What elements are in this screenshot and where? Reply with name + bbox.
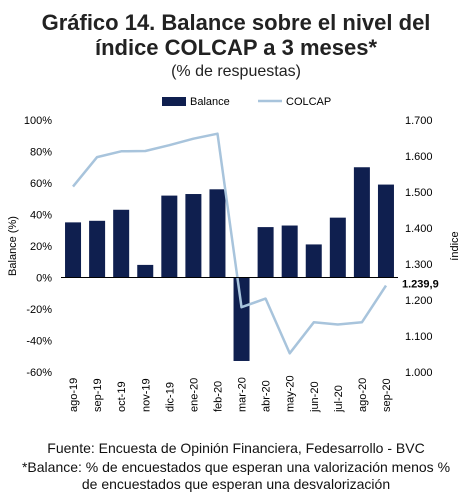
x-tick-label: may-20 bbox=[285, 375, 297, 412]
balance-definition-line-2: de encuestados que esperan una desvalori… bbox=[81, 476, 391, 492]
y-tick-label: 100% bbox=[24, 115, 52, 127]
y2-tick-label: 1.100 bbox=[405, 331, 433, 343]
x-tick-label: mar-20 bbox=[237, 377, 249, 412]
legend-label-colcap: COLCAP bbox=[286, 96, 331, 108]
x-tick-label: sep-20 bbox=[381, 378, 393, 412]
x-tick-label: ene-20 bbox=[188, 378, 200, 412]
y-tick-label: 0% bbox=[36, 273, 52, 285]
x-tick-label: feb-20 bbox=[212, 381, 224, 412]
bar-balance bbox=[353, 167, 370, 278]
y2-axis-title: índice bbox=[449, 231, 461, 260]
y-tick-label: 80% bbox=[30, 147, 52, 159]
bar-balance bbox=[305, 244, 322, 278]
y-axis-title: Balance (%) bbox=[7, 216, 19, 276]
bar-balance bbox=[329, 217, 346, 278]
x-tick-label: ago-20 bbox=[357, 378, 369, 412]
y2-tick-label: 1.300 bbox=[405, 259, 433, 271]
chart-title-line-1: Gráfico 14. Balance sobre el nivel del bbox=[41, 10, 431, 35]
y-tick-label: 40% bbox=[30, 210, 52, 222]
x-tick-label: ago-19 bbox=[68, 378, 80, 412]
bar-balance bbox=[113, 209, 130, 278]
x-tick-label: sep-19 bbox=[92, 378, 104, 412]
y2-tick-label: 1.400 bbox=[405, 223, 433, 235]
x-tick-label: abr-20 bbox=[261, 380, 273, 412]
legend-swatch-balance bbox=[162, 97, 186, 106]
bar-balance bbox=[233, 277, 250, 361]
y2-tick-label: 1.000 bbox=[405, 367, 433, 379]
x-tick-label: jul-20 bbox=[333, 385, 345, 413]
balance-definition-line-1: *Balance: % de encuestados que esperan u… bbox=[21, 459, 451, 475]
bar-balance bbox=[185, 194, 202, 278]
bar-balance bbox=[137, 264, 154, 278]
y2-tick-label: 1.200 bbox=[405, 295, 433, 307]
y-tick-label: -60% bbox=[26, 367, 52, 379]
bar-balance bbox=[89, 220, 106, 278]
y2-tick-label: 1.700 bbox=[405, 115, 433, 127]
y-tick-label: -40% bbox=[26, 336, 52, 348]
x-tick-label: oct-19 bbox=[116, 381, 128, 412]
bar-balance bbox=[65, 222, 82, 278]
bar-balance bbox=[209, 189, 226, 278]
y-tick-label: 60% bbox=[30, 178, 52, 190]
bar-balance bbox=[161, 195, 178, 278]
y-tick-label: -20% bbox=[26, 304, 52, 316]
source-note: Fuente: Encuesta de Opinión Financiera, … bbox=[47, 440, 425, 456]
chart-subtitle: (% de respuestas) bbox=[171, 63, 301, 80]
y2-tick-label: 1.500 bbox=[405, 187, 433, 199]
bar-balance bbox=[257, 227, 274, 278]
x-tick-label: dic-19 bbox=[164, 382, 176, 412]
y-tick-label: 20% bbox=[30, 241, 52, 253]
line-colcap bbox=[72, 132, 388, 355]
chart-title-line-2: índice COLCAP a 3 meses* bbox=[94, 35, 378, 60]
bar-balance bbox=[377, 184, 394, 278]
y2-tick-label: 1.600 bbox=[405, 151, 433, 163]
legend-label-balance: Balance bbox=[190, 96, 230, 108]
annotation-last-value: 1.239,9 bbox=[402, 279, 439, 291]
combo-chart: Balance COLCAP 100% 80% 60% 40% 20% 0% -20% -40% -… bbox=[7, 96, 461, 413]
x-tick-label: nov-19 bbox=[140, 378, 152, 412]
bar-balance bbox=[281, 225, 298, 278]
x-tick-label: jun-20 bbox=[309, 381, 321, 413]
